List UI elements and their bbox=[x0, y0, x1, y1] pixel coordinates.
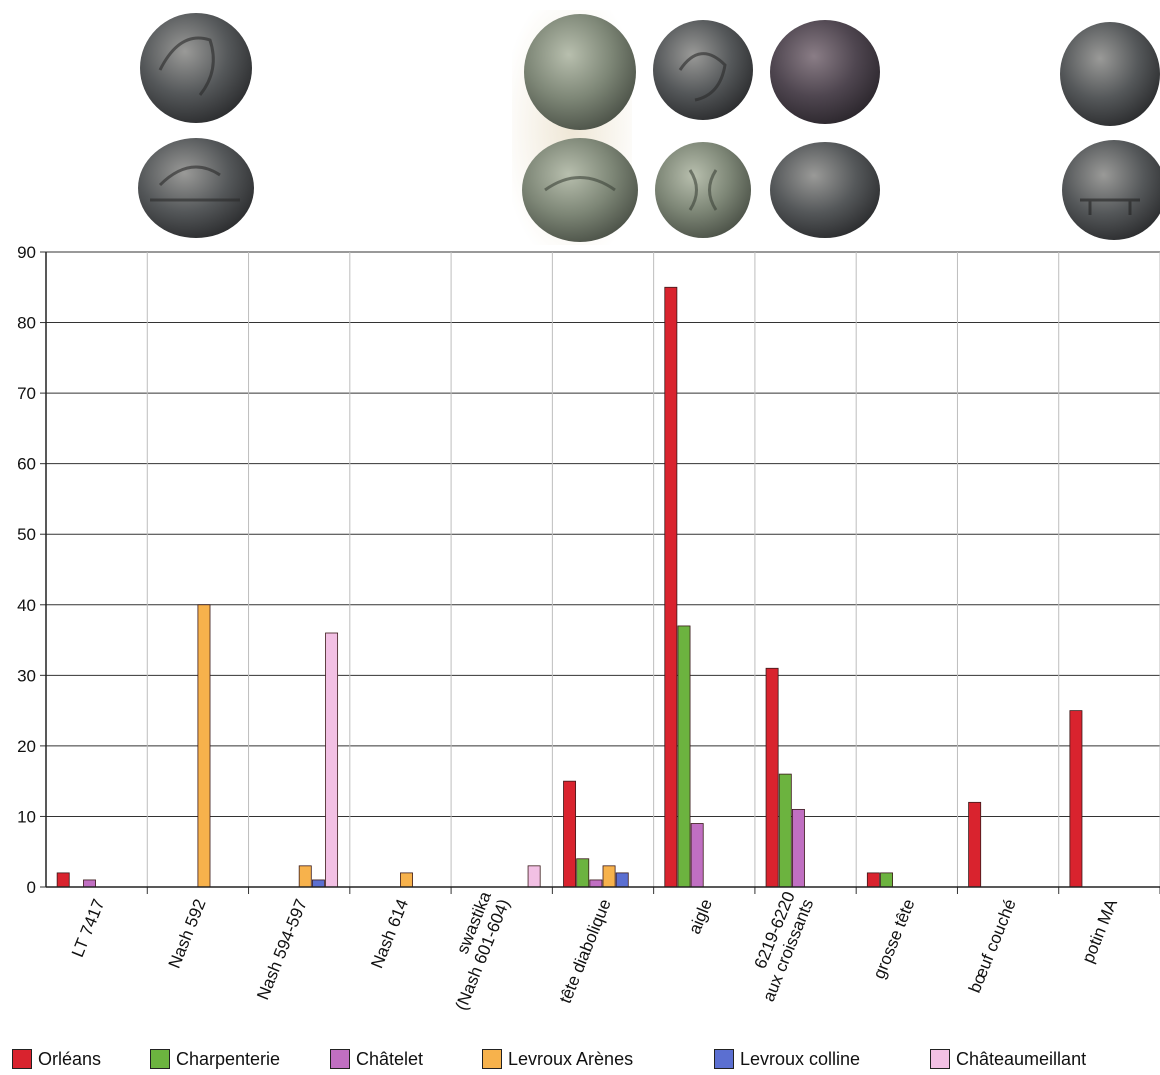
y-tick-label: 60 bbox=[17, 455, 36, 474]
y-tick-label: 50 bbox=[17, 525, 36, 544]
bar bbox=[83, 879, 96, 888]
coin-pair-aigle bbox=[653, 20, 753, 238]
x-tick-label: aigle bbox=[685, 896, 716, 936]
legend-swatch bbox=[930, 1049, 950, 1069]
y-tick-label: 40 bbox=[17, 596, 36, 615]
bar bbox=[1069, 710, 1083, 888]
coin-pair-6219-6220 bbox=[770, 20, 880, 238]
bar bbox=[765, 667, 779, 888]
x-tick-label-line: tête diabolique bbox=[556, 896, 615, 1006]
legend-item: Orléans bbox=[12, 1046, 101, 1072]
x-tick-label: grosse tête bbox=[869, 896, 918, 981]
legend-label: Châtelet bbox=[356, 1048, 424, 1069]
x-tick-label: swastika(Nash 601-604) bbox=[452, 888, 514, 1013]
bar bbox=[298, 865, 312, 888]
x-tick-label-line: Nash 594-597 bbox=[253, 896, 311, 1002]
legend-item: Levroux colline bbox=[714, 1046, 860, 1072]
coin-photo-strip bbox=[138, 10, 1160, 245]
y-tick-label: 70 bbox=[17, 384, 36, 403]
legend-swatch bbox=[482, 1049, 502, 1069]
x-tick-label-line: bœuf couché bbox=[965, 896, 1020, 995]
chart-grid bbox=[46, 251, 1160, 888]
bar bbox=[589, 879, 603, 888]
bar bbox=[880, 872, 893, 888]
bar bbox=[197, 604, 211, 888]
x-tick-label-line: aigle bbox=[685, 896, 716, 936]
bar bbox=[602, 865, 616, 888]
chart-bars bbox=[56, 286, 1083, 888]
bar bbox=[690, 823, 704, 888]
legend-swatch bbox=[12, 1049, 32, 1069]
x-tick-label: tête diabolique bbox=[556, 896, 615, 1006]
legend-label: Levroux Arènes bbox=[508, 1048, 634, 1069]
bar bbox=[791, 808, 805, 888]
bar bbox=[664, 286, 678, 888]
bar-chart: 0 10 20 30 40 50 60 70 80 90 LT 7417 Nash 592 Nash … bbox=[17, 243, 1160, 1013]
y-tick-label: 0 bbox=[27, 878, 36, 897]
bar bbox=[778, 773, 792, 888]
x-tick-label: bœuf couché bbox=[965, 896, 1020, 995]
y-tick-label: 10 bbox=[17, 807, 36, 826]
bar bbox=[400, 872, 413, 888]
y-tick-label: 30 bbox=[17, 666, 36, 685]
y-tick-label: 20 bbox=[17, 737, 36, 756]
legend-item: Châteaumeillant bbox=[930, 1046, 1086, 1072]
coin-pair-tete-diabolique bbox=[512, 10, 638, 245]
x-tick-label: Nash 592 bbox=[165, 896, 210, 971]
chart-legend: Orléans Charpenterie Châtelet Levroux Arène… bbox=[12, 1046, 1160, 1072]
legend-swatch bbox=[714, 1049, 734, 1069]
coin-pair-potin-ma bbox=[1060, 22, 1160, 240]
x-tick-label-line: LT 7417 bbox=[68, 896, 108, 960]
bar bbox=[677, 625, 691, 888]
bar bbox=[615, 872, 629, 888]
x-tick-label-line: potin MA bbox=[1078, 896, 1121, 966]
legend-item: Châtelet bbox=[330, 1046, 423, 1072]
legend-label: Orléans bbox=[38, 1048, 102, 1069]
x-tick-label-line: grosse tête bbox=[869, 896, 918, 981]
bar bbox=[968, 801, 982, 888]
bar bbox=[311, 879, 325, 888]
y-tick-label: 90 bbox=[17, 243, 36, 262]
chart-axes bbox=[40, 251, 1160, 894]
legend-item: Levroux Arènes bbox=[482, 1046, 633, 1072]
legend-label: Levroux colline bbox=[740, 1048, 861, 1069]
x-axis-tick-labels: LT 7417 Nash 592 Nash 594-597 Nash 614 swast… bbox=[68, 888, 1121, 1013]
bar bbox=[527, 865, 541, 888]
bar bbox=[56, 872, 70, 888]
bar bbox=[576, 858, 590, 888]
x-tick-label: LT 7417 bbox=[68, 896, 108, 960]
bar bbox=[866, 872, 880, 888]
legend-item: Charpenterie bbox=[150, 1046, 280, 1072]
legend-label: Charpenterie bbox=[176, 1048, 281, 1069]
x-tick-label: Nash 614 bbox=[367, 896, 412, 971]
y-tick-label: 80 bbox=[17, 314, 36, 333]
x-tick-label: Nash 594-597 bbox=[253, 896, 311, 1002]
x-tick-label-line: Nash 614 bbox=[367, 896, 412, 971]
legend-label: Châteaumeillant bbox=[956, 1048, 1087, 1069]
x-tick-label-line: Nash 592 bbox=[165, 896, 210, 971]
legend-swatch bbox=[330, 1049, 350, 1069]
bar bbox=[325, 632, 339, 888]
bar bbox=[563, 780, 577, 888]
legend-swatch bbox=[150, 1049, 170, 1069]
coin-pair-lt7417 bbox=[138, 13, 254, 238]
y-axis-tick-labels: 0 10 20 30 40 50 60 70 80 90 bbox=[17, 243, 36, 897]
x-tick-label: potin MA bbox=[1078, 896, 1121, 966]
